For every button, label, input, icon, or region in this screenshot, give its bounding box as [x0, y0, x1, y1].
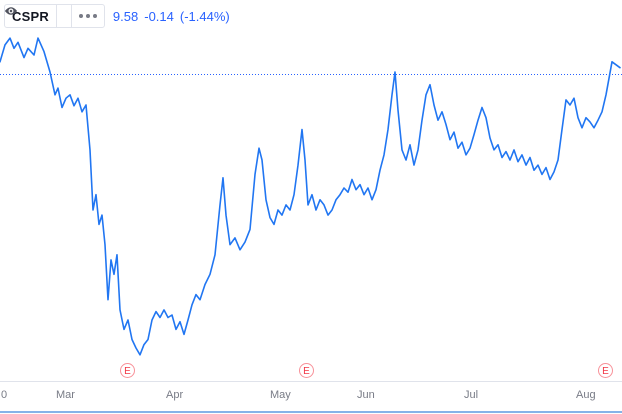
symbol-legend: CSPR 9.58 -0.14 (-1.44%) — [4, 4, 230, 28]
time-axis-label: Jul — [464, 389, 479, 401]
eye-icon[interactable] — [4, 5, 72, 27]
price-chart-svg[interactable] — [0, 0, 622, 381]
quote-text: 9.58 -0.14 (-1.44%) — [113, 9, 230, 24]
earnings-marker[interactable]: E — [598, 363, 613, 378]
time-axis-label: 0 — [1, 389, 8, 401]
time-axis-label: Mar — [56, 389, 75, 401]
more-options-icon[interactable] — [72, 5, 104, 27]
symbol-label[interactable]: CSPR — [5, 5, 57, 27]
legend-button-group: CSPR — [4, 4, 105, 28]
price-chart-canvas[interactable]: CSPR 9.58 -0.14 (-1.44%) E E E — [0, 0, 622, 381]
time-axis[interactable]: 0 Mar Apr May Jun Jul Aug — [0, 381, 622, 411]
time-axis-label: May — [270, 389, 291, 401]
price-line-series[interactable] — [0, 37, 621, 356]
price-change-percent: (-1.44%) — [179, 8, 230, 24]
time-axis-label: Apr — [166, 389, 184, 401]
bottom-frame-bar — [0, 411, 622, 413]
earnings-marker[interactable]: E — [120, 363, 135, 378]
price-change: -0.14 — [144, 8, 174, 24]
time-axis-label: Jun — [357, 389, 375, 401]
last-price: 9.58 — [112, 8, 139, 24]
earnings-marker[interactable]: E — [299, 363, 314, 378]
time-axis-label: Aug — [576, 389, 596, 401]
